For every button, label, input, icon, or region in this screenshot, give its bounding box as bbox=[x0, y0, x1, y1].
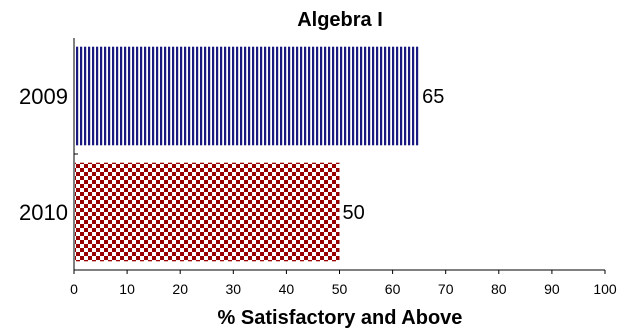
data-label-2010: 50 bbox=[343, 202, 365, 224]
x-tick-label-10: 10 bbox=[119, 281, 135, 297]
data-label-2009: 65 bbox=[422, 86, 444, 108]
x-tick-label-50: 50 bbox=[332, 281, 348, 297]
x-tick-label-100: 100 bbox=[593, 281, 617, 297]
category-label-2009: 2009 bbox=[19, 84, 68, 109]
data-labels-group: 65 50 bbox=[343, 86, 445, 224]
x-tick-label-60: 60 bbox=[385, 281, 401, 297]
x-tick-label-0: 0 bbox=[70, 281, 78, 297]
category-label-2010: 2010 bbox=[19, 200, 68, 225]
x-tick-label-30: 30 bbox=[226, 281, 242, 297]
chart-title: Algebra I bbox=[297, 9, 383, 31]
bar-2009 bbox=[75, 46, 420, 146]
x-axis-label: % Satisfactory and Above bbox=[218, 307, 463, 329]
bars-group bbox=[75, 46, 420, 262]
x-tick-label-90: 90 bbox=[544, 281, 560, 297]
x-tick-label-70: 70 bbox=[438, 281, 454, 297]
x-tick-label-80: 80 bbox=[491, 281, 507, 297]
category-labels-group: 2009 2010 bbox=[19, 84, 68, 225]
x-tick-label-40: 40 bbox=[279, 281, 295, 297]
bar-2010 bbox=[75, 162, 340, 262]
x-ticks-group: 0 10 20 30 40 50 60 70 80 90 100 bbox=[70, 153, 617, 297]
x-tick-label-20: 20 bbox=[172, 281, 188, 297]
